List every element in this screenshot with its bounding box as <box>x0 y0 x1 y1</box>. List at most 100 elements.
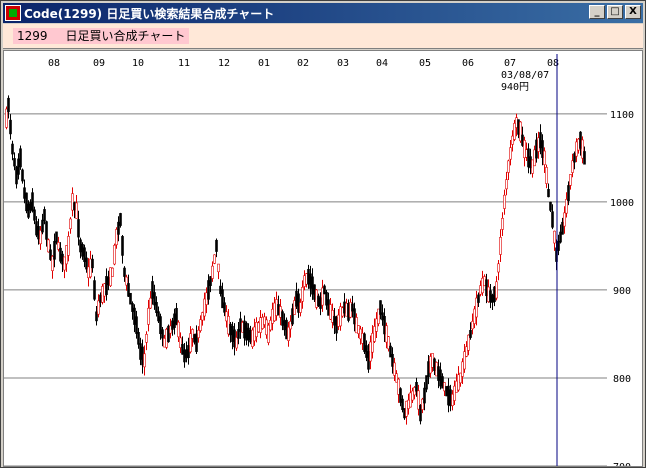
candle-body <box>105 276 108 295</box>
candle-body <box>15 166 18 185</box>
candle-body <box>245 322 248 341</box>
candle-body <box>469 329 472 338</box>
candle-body <box>421 398 424 410</box>
candle-body <box>513 123 516 140</box>
candle-body <box>401 398 404 410</box>
candle-body <box>231 325 234 342</box>
candle-body <box>501 218 504 230</box>
candle-body <box>217 263 220 273</box>
candle-body <box>163 338 166 348</box>
candle-body <box>351 303 354 312</box>
candle-body <box>121 236 124 256</box>
candle-body <box>83 247 86 262</box>
candle-body <box>287 326 290 341</box>
candle-body <box>247 327 250 341</box>
window-controls: _ □ X <box>587 5 641 19</box>
candle-body <box>213 254 216 264</box>
candle-body <box>101 286 104 303</box>
candle-body <box>39 230 42 245</box>
candle-body <box>227 316 230 335</box>
candle-body <box>251 329 254 347</box>
x-tick-label: 10 <box>132 58 144 69</box>
candle-body <box>549 201 552 211</box>
candle-body <box>145 334 148 343</box>
candle-body <box>249 329 252 343</box>
candle-body <box>173 313 176 328</box>
candle-body <box>147 307 150 325</box>
candle-body <box>89 258 92 278</box>
candle-body <box>55 231 58 243</box>
candle-body <box>475 297 478 318</box>
candle-body <box>31 192 34 212</box>
app-icon[interactable] <box>5 5 21 21</box>
candle-body <box>153 292 156 306</box>
candle-body <box>395 373 398 383</box>
chart-header: 1299 日足買い合成チャート <box>3 24 643 49</box>
candle-body <box>557 240 560 251</box>
candle-body <box>353 308 356 325</box>
candle-body <box>129 292 132 305</box>
maximize-button[interactable]: □ <box>607 5 623 19</box>
candle-body <box>141 346 144 366</box>
candle-body <box>417 390 420 410</box>
window-title: Code(1299) 日足買い検索結果合成チャート <box>24 6 275 21</box>
candle-body <box>377 308 380 324</box>
candle-body <box>43 209 46 222</box>
candle-body <box>119 213 122 226</box>
candle-body <box>9 119 12 135</box>
close-button[interactable]: X <box>625 5 641 19</box>
candle-body <box>183 349 186 363</box>
candle-body <box>63 256 66 271</box>
candle-body <box>165 328 168 348</box>
candle-body <box>477 294 480 303</box>
candle-body <box>237 329 240 339</box>
candle-body <box>75 202 78 219</box>
candle-body <box>423 387 426 404</box>
y-tick-labels: 700 800 900 1000 1100 <box>610 110 634 466</box>
candle-body <box>11 143 14 155</box>
candle-body <box>13 158 16 167</box>
x-tick-label: 08 <box>547 58 559 69</box>
candle-body <box>235 337 238 349</box>
minimize-button[interactable]: _ <box>589 5 605 19</box>
candle-body <box>291 308 294 325</box>
y-tick-label: 900 <box>613 286 631 297</box>
candle-body <box>323 285 326 295</box>
x-tick-label: 07 <box>504 58 516 69</box>
cursor-date: 03/08/07 <box>501 70 549 81</box>
candle-body <box>189 333 192 353</box>
candle-body <box>207 280 210 300</box>
candle-body <box>391 353 394 367</box>
candle-body <box>397 378 400 395</box>
candle-body <box>131 303 134 312</box>
candle-body <box>253 326 256 342</box>
candle-body <box>113 245 116 265</box>
candle-body <box>203 298 206 317</box>
candle-body <box>383 316 386 335</box>
candle-body <box>471 321 474 330</box>
candle-body <box>123 267 126 277</box>
candle-body <box>19 148 22 168</box>
chart-area[interactable]: 08 09 10 11 12 01 02 03 04 05 06 07 08 700 800 900 1000… <box>3 50 643 467</box>
x-tick-label: 12 <box>218 58 230 69</box>
candle-body <box>463 351 466 370</box>
candle-body <box>175 307 178 325</box>
candle-body <box>27 203 30 218</box>
candle-body <box>209 276 212 286</box>
candlestick-chart[interactable]: 08 09 10 11 12 01 02 03 04 05 06 07 08 700 800 900 1000… <box>4 51 642 466</box>
candle-body <box>511 135 514 145</box>
candle-body <box>103 283 106 297</box>
candle-body <box>85 257 88 270</box>
candle-body <box>197 329 200 338</box>
candle-body <box>107 277 110 286</box>
candle-body <box>193 334 196 343</box>
candle-body <box>553 230 556 244</box>
candle-body <box>167 325 170 343</box>
candle-body <box>355 317 358 334</box>
title-bar[interactable]: Code(1299) 日足買い検索結果合成チャート _ □ X <box>3 3 643 23</box>
candle-body <box>67 236 70 256</box>
candle-body <box>267 324 270 343</box>
candle-body <box>567 185 570 201</box>
candle-body <box>177 321 180 338</box>
candle-body <box>199 319 202 331</box>
